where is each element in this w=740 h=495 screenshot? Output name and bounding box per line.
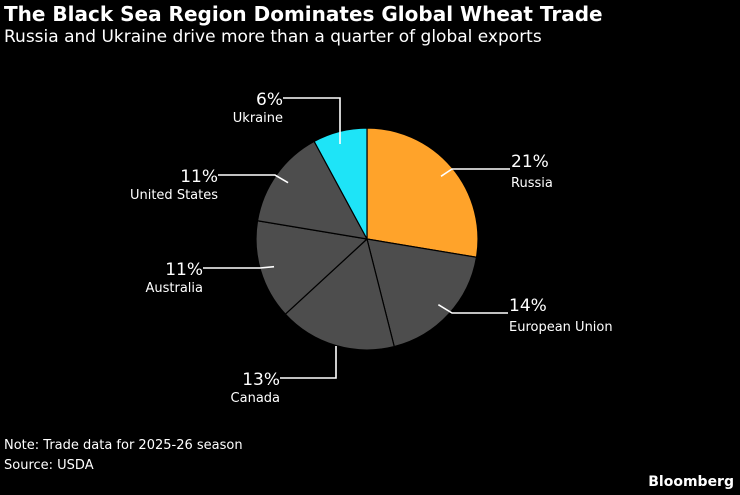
chart-title: The Black Sea Region Dominates Global Wh… [4,2,603,26]
callout-line-european-union [437,304,508,314]
pie-slice-canada [284,237,395,351]
callout-line-russia [440,168,510,177]
chart-note: Note: Trade data for 2025-26 season [4,438,243,453]
callout-line-australia [203,265,275,269]
data-label-pct-european-union: 14% [509,296,547,316]
data-label-name-canada: Canada [231,391,280,406]
data-label-name-united-states: United States [130,188,218,203]
data-label-name-russia: Russia [511,176,553,191]
pie-slice-australia [255,220,369,316]
pie-slice-united-states [256,140,369,240]
pie-slice-european-union [366,238,478,348]
data-label-pct-ukraine: 6% [256,90,283,110]
callout-line-united-states [218,174,289,184]
data-label-pct-australia: 11% [165,260,203,280]
callout-line-canada [280,346,337,379]
data-label-pct-united-states: 11% [180,167,218,187]
data-label-pct-canada: 13% [242,370,280,390]
chart-subtitle: Russia and Ukraine drive more than a qua… [4,27,542,47]
chart-source: Source: USDA [4,458,94,473]
data-label-name-ukraine: Ukraine [233,111,283,126]
data-label-name-european-union: European Union [509,320,613,335]
bloomberg-logo: Bloomberg [648,474,734,490]
pie-slice-russia [366,127,479,258]
data-label-pct-russia: 21% [511,152,549,172]
data-label-name-australia: Australia [145,281,203,296]
callout-line-ukraine [283,97,341,144]
